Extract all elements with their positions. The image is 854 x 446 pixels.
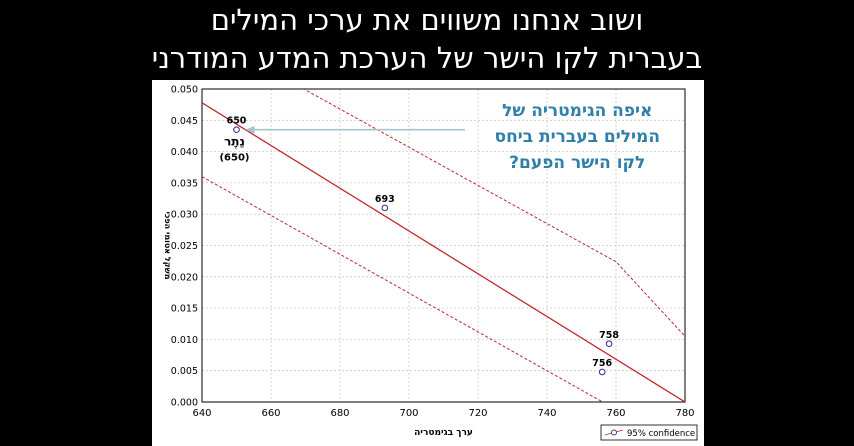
annotation-line-3: לקו הישר הפעם? xyxy=(509,153,646,173)
confidence-lower-band xyxy=(202,176,604,402)
y-axis-title: משקל אטומי הפכי xyxy=(163,212,172,280)
slide-title-line1: ושוב אנחנו משווים את ערכי המילים xyxy=(210,3,644,37)
y-tick-label: 0.040 xyxy=(171,147,198,158)
y-tick-label: 0.030 xyxy=(171,210,198,221)
data-point xyxy=(605,340,613,348)
data-point xyxy=(233,126,240,134)
data-point xyxy=(381,204,389,212)
y-tick-label: 0.025 xyxy=(171,241,198,252)
legend-marker-swatch xyxy=(611,429,617,436)
y-tick-label: 0.045 xyxy=(171,116,198,127)
x-axis-title: ערך בגימטריה xyxy=(414,428,473,438)
slide-title-line2: בעברית לקו הישר של הערכת המדע המודרני xyxy=(151,41,703,75)
confidence-upper-band xyxy=(302,89,685,337)
x-tick-label: 740 xyxy=(537,408,556,419)
annotation-line-2: המילים בעברית ביחס xyxy=(494,127,660,147)
x-tick-label: 680 xyxy=(330,408,349,419)
hebrew-word-label: נֵתֶר xyxy=(224,135,245,150)
y-tick-label: 0.005 xyxy=(171,366,198,377)
x-tick-label: 720 xyxy=(468,408,487,419)
y-tick-label: 0.035 xyxy=(171,178,198,189)
data-point-label: 756 xyxy=(592,358,612,369)
data-point-label: 758 xyxy=(599,330,619,341)
data-point-label: 650 xyxy=(227,116,247,127)
annotation-line-1: איפה הגימטריה של xyxy=(502,101,653,121)
x-tick-label: 660 xyxy=(261,408,280,419)
y-tick-label: 0.020 xyxy=(171,272,198,283)
x-tick-label: 700 xyxy=(399,408,418,419)
plot-frame xyxy=(201,88,686,403)
chart-panel: 640 660 680 700 720 740 760 780 0.000 0.005 0.010 0… xyxy=(152,80,704,446)
annotation-question: איפה הגימטריה של המילים בעברית ביחס לקו … xyxy=(495,98,660,176)
x-tick-label: 780 xyxy=(675,408,694,419)
y-tick-label: 0.050 xyxy=(171,85,198,96)
hebrew-word-value: (650) xyxy=(219,153,249,164)
legend-box xyxy=(600,424,698,441)
legend-label: 95% confidence xyxy=(627,429,695,439)
regression-line xyxy=(202,102,685,402)
x-tick-label: 640 xyxy=(192,408,211,419)
x-tick-label: 760 xyxy=(606,408,625,419)
annotation-arrow-head xyxy=(245,125,255,134)
y-tick-label: 0.010 xyxy=(171,335,198,346)
scatter-chart: 640 660 680 700 720 740 760 780 0.000 0.005 0.010 0… xyxy=(163,85,698,441)
y-tick-label: 0.000 xyxy=(171,398,198,409)
data-point-label: 693 xyxy=(375,194,395,205)
data-point xyxy=(598,368,606,376)
y-tick-label: 0.015 xyxy=(171,304,198,315)
